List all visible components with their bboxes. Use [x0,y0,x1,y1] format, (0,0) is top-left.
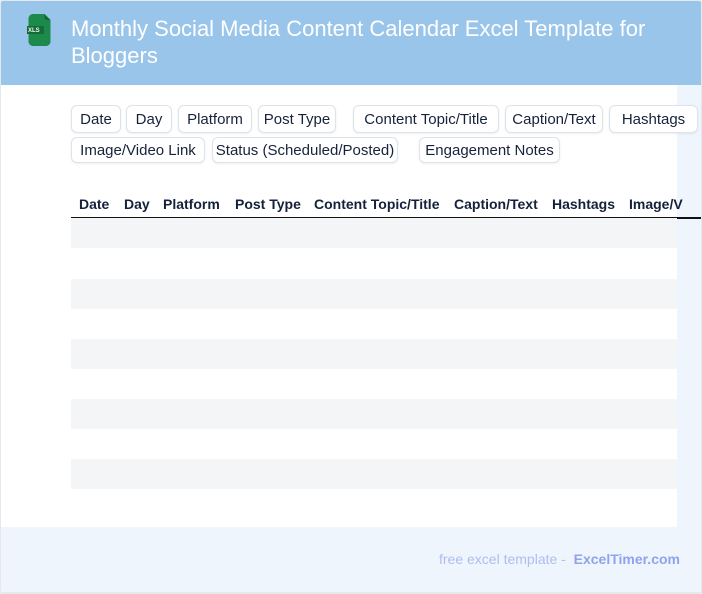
svg-text:XLS: XLS [28,28,40,34]
